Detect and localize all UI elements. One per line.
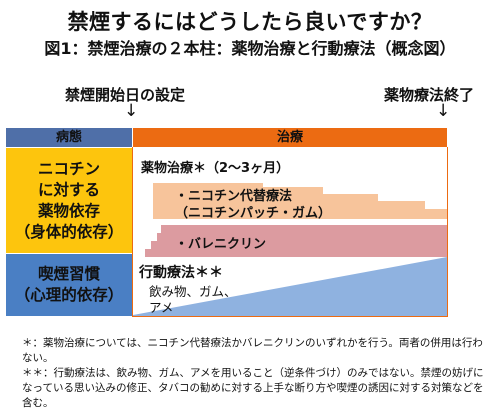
treatment-area: 薬物治療＊（2～3ヶ月） ・ニコチン代替療法 （ニコチンパッチ・ガム） ・バレニ…	[132, 147, 448, 317]
condition-line: 喫煙習慣	[37, 265, 100, 283]
condition-line: （身体的依存）	[14, 222, 124, 241]
varenicline-label: ・バレニクリン	[175, 237, 267, 252]
condition-drug-dependence: ニコチン に対する 薬物依存 （身体的依存）	[6, 148, 132, 253]
nrt-label-line1: ・ニコチン代替療法	[175, 189, 293, 204]
condition-line: （心理的依存）	[14, 286, 124, 304]
behavioral-triangle	[133, 257, 447, 316]
treatment-shapes	[133, 183, 447, 316]
behavioral-therapy-label: 行動療法＊＊	[139, 265, 223, 281]
varenicline-bar	[145, 225, 447, 257]
condition-line: に対する	[37, 180, 100, 199]
nrt-label-line2: （ニコチンパッチ・ガム）	[175, 206, 332, 221]
behavioral-examples-line2: アメ	[149, 300, 174, 315]
page-title: 禁煙するにはどうしたら良いですか？	[67, 10, 433, 34]
start-arrow-icon: ↓	[124, 101, 139, 121]
footnote-drug-therapy: ＊：薬物治療については、ニコチン代替療法かバレニクリンのいずれかを行う。両者の併…	[22, 337, 483, 364]
end-marker-label: 薬物療法終了	[384, 86, 475, 104]
condition-header: 病態	[6, 128, 132, 147]
condition-smoking-habit: 喫煙習慣 （心理的依存）	[6, 254, 132, 316]
condition-line: 薬物依存	[37, 201, 100, 220]
drug-therapy-label: 薬物治療＊（2～3ヶ月）	[141, 161, 290, 176]
condition-line: ニコチン	[37, 159, 100, 178]
treatment-header: 治療	[133, 128, 447, 147]
start-marker-label: 禁煙開始日の設定	[65, 86, 186, 104]
figure-caption: 図1：禁煙治療の２本柱：薬物治療と行動療法（概念図）	[44, 39, 456, 58]
behavioral-examples-line1: 飲み物、ガム、	[149, 284, 237, 299]
nrt-bar	[153, 183, 447, 219]
end-arrow-icon: ↓	[436, 101, 451, 121]
footnote-behavioral-therapy: ＊＊：行動療法は、飲み物、ガム、アメを用いること（逆条件づけ）のみではない。禁煙…	[22, 367, 484, 409]
